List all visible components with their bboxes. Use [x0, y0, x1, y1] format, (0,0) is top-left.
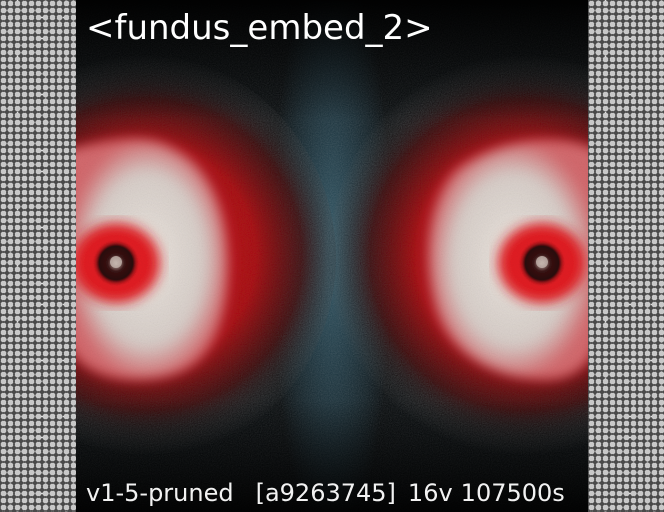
model-version: v1-5-pruned: [86, 479, 234, 507]
model-hash: [a9263745]: [255, 479, 396, 507]
right-pattern-border: [588, 0, 664, 512]
right-foveal-reflex: [536, 256, 548, 268]
embedding-title: <fundus_embed_2>: [86, 8, 433, 48]
left-foveal-reflex: [110, 256, 122, 268]
vector-count: 16v: [407, 479, 453, 507]
bottom-shade: [76, 400, 588, 512]
training-steps: 107500s: [460, 479, 565, 507]
left-pattern-border: [0, 0, 76, 512]
fundus-image: <fundus_embed_2> v1-5-pruned [a9263745] 16…: [76, 0, 588, 512]
fundus-drawing: [76, 0, 588, 512]
top-shade: [76, 0, 588, 120]
model-info-footer: v1-5-pruned [a9263745] 16v 107500s: [86, 478, 565, 508]
